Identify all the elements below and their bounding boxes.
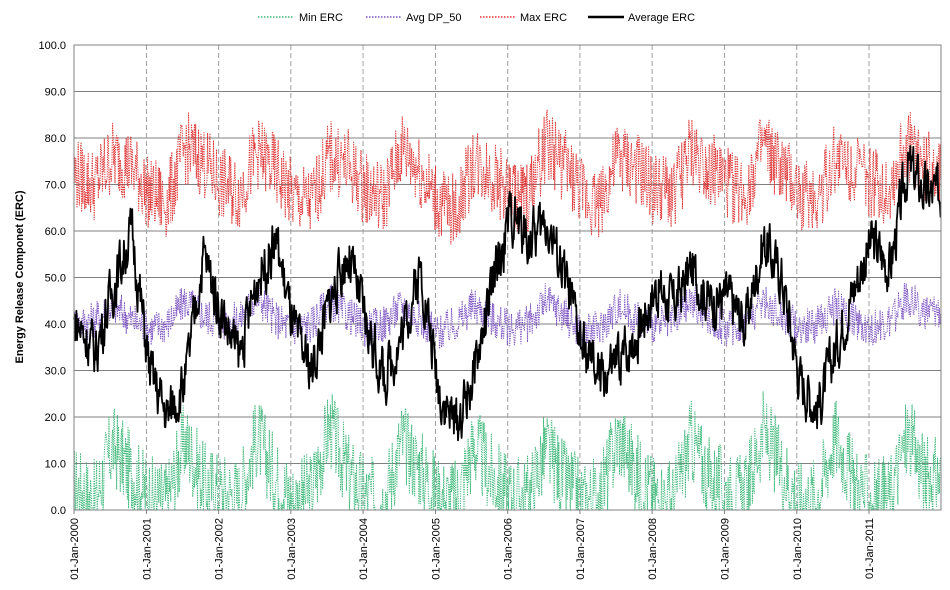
x-tick-label: 01-Jan-2011 — [864, 518, 876, 579]
x-tick-label: 01-Jan-2006 — [503, 518, 515, 580]
legend-item-min-erc: Min ERC — [258, 12, 343, 24]
x-tick-label: 01-Jan-2010 — [792, 518, 804, 580]
y-tick-label: 90.0 — [45, 87, 66, 99]
x-tick-label: 01-Jan-2001 — [141, 518, 153, 580]
y-axis-ticks: 0.0 10.0 20.0 30.0 40.0 50.0 60.0 70.0 80.0 90.0 1… — [38, 40, 66, 517]
legend-label-max-erc: Max ERC — [520, 12, 567, 24]
x-tick-label: 01-Jan-2000 — [69, 518, 81, 580]
y-tick-label: 100.0 — [38, 40, 66, 52]
x-axis-ticks: 01-Jan-2000 01-Jan-2001 01-Jan-2002 01-Jan-… — [69, 510, 876, 580]
y-tick-label: 80.0 — [45, 133, 66, 145]
y-tick-label: 0.0 — [51, 505, 66, 517]
series-line-min-erc — [73, 391, 942, 511]
series-layer — [73, 109, 942, 511]
x-tick-label: 01-Jan-2002 — [214, 518, 226, 580]
series-line-average-erc — [73, 145, 942, 442]
legend-item-max-erc: Max ERC — [480, 12, 567, 24]
y-tick-label: 30.0 — [45, 366, 66, 378]
y-axis-label: Energy Release Componet (ERC) — [14, 190, 26, 363]
y-tick-label: 60.0 — [45, 226, 66, 238]
x-tick-label: 01-Jan-2009 — [720, 518, 732, 580]
legend-item-average-erc: Average ERC — [588, 12, 695, 24]
y-tick-label: 40.0 — [45, 319, 66, 331]
legend-label-avg-dp50: Avg DP_50 — [406, 12, 461, 24]
x-tick-label: 01-Jan-2007 — [575, 518, 587, 580]
y-tick-label: 20.0 — [45, 412, 66, 424]
y-tick-label: 50.0 — [45, 273, 66, 285]
y-tick-label: 10.0 — [45, 459, 66, 471]
x-tick-label: 01-Jan-2008 — [647, 518, 659, 580]
legend-item-avg-dp50: Avg DP_50 — [366, 12, 461, 24]
series-line-max-erc — [73, 109, 942, 245]
y-tick-label: 70.0 — [45, 180, 66, 192]
x-tick-label: 01-Jan-2003 — [286, 518, 298, 580]
legend: Min ERC Avg DP_50 Max ERC Average ERC — [258, 12, 695, 24]
legend-label-min-erc: Min ERC — [299, 12, 343, 24]
legend-label-average-erc: Average ERC — [628, 12, 695, 24]
vertical-gridlines — [145, 45, 870, 510]
x-tick-label: 01-Jan-2004 — [358, 518, 370, 580]
x-tick-label: 01-Jan-2005 — [430, 518, 442, 580]
series-line-avg-dp-50 — [73, 282, 942, 350]
